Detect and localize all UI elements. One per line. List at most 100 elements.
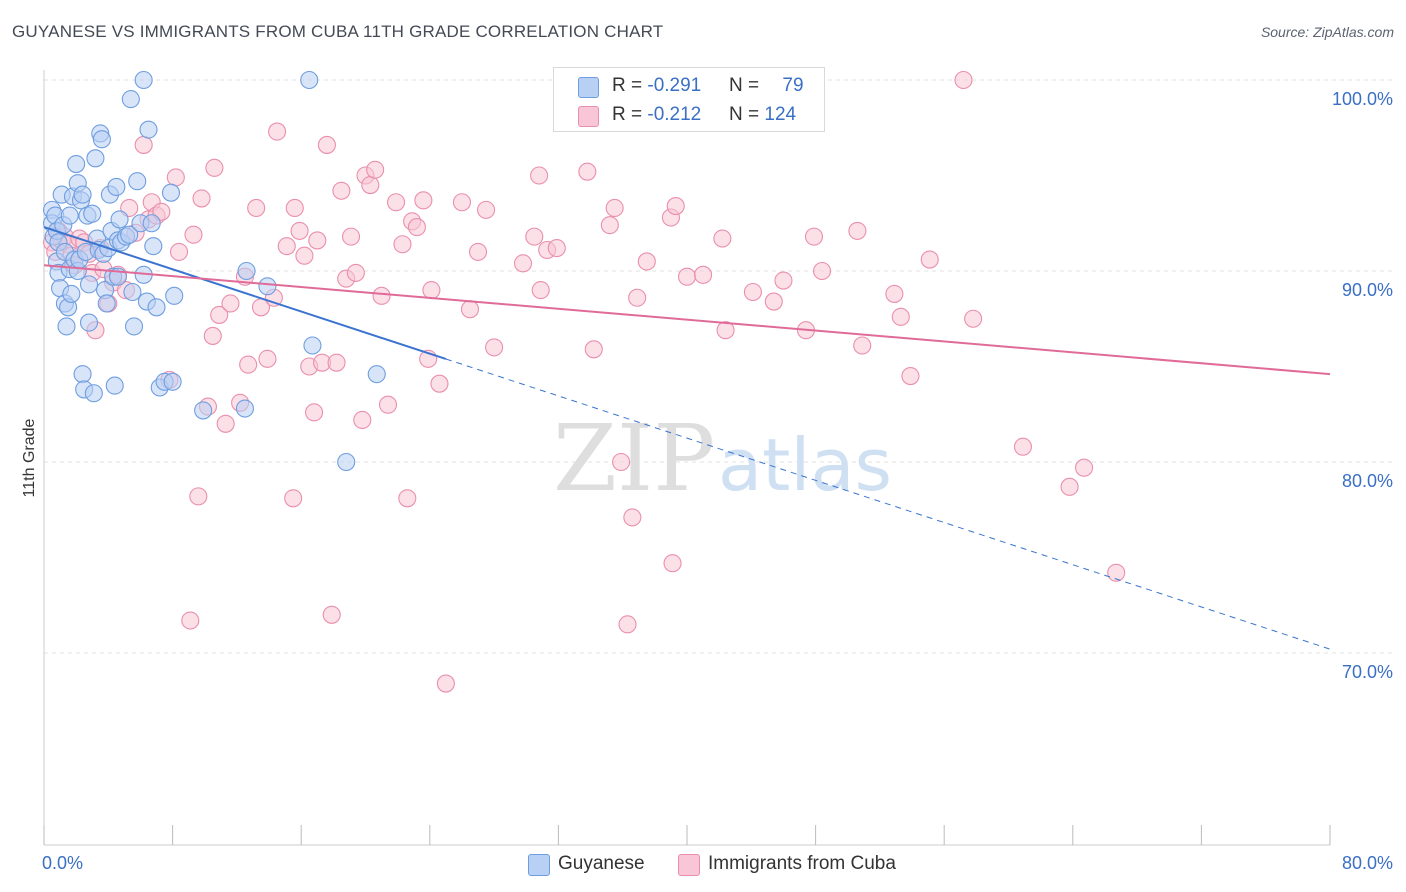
guyanese-point <box>79 313 99 332</box>
guyanese-point <box>60 206 79 225</box>
guyanese-point <box>73 365 92 384</box>
guyanese-point <box>128 172 147 191</box>
legend-r-value: -0.291 <box>647 75 702 96</box>
guyanese-point <box>92 130 111 149</box>
cuba-point <box>885 284 904 303</box>
cuba-point <box>189 487 208 506</box>
guyanese-point <box>147 298 166 317</box>
y-tick-label: 70.0% <box>1342 662 1393 682</box>
legend-row-guyanese: R = -0.291 N = 79 <box>554 72 824 102</box>
legend-n-value: 124 <box>764 104 797 125</box>
cuba-point <box>285 198 304 218</box>
cuba-point <box>436 674 455 693</box>
cuba-point <box>341 227 361 246</box>
guyanese-point <box>139 120 158 139</box>
guyanese-point <box>235 399 254 418</box>
cuba-point <box>295 246 314 265</box>
cuba-point <box>513 254 533 273</box>
guyanese-point <box>97 294 116 313</box>
cuba-point <box>853 336 872 355</box>
cuba-point <box>322 605 341 624</box>
cuba-point <box>812 261 832 281</box>
series-legend: Guyanese Immigrants from Cuba <box>0 852 1406 878</box>
series-guyanese <box>42 70 386 472</box>
cuba-point <box>284 489 303 508</box>
guyanese-point <box>123 282 142 302</box>
guyanese-point <box>124 317 144 336</box>
source-credit: Source: ZipAtlas.com <box>1260 24 1394 40</box>
cuba-point <box>848 221 867 240</box>
cuba-point <box>203 326 222 345</box>
series-immigrants-from-cuba <box>42 70 1126 693</box>
correlation-legend: R = -0.291 N = 79 R = -0.212 N = 124 <box>553 67 825 132</box>
cuba-point <box>290 221 309 240</box>
cuba-point <box>327 353 346 372</box>
guyanese-point <box>337 452 356 472</box>
cuba-point <box>804 227 824 246</box>
guyanese-point <box>79 275 99 294</box>
cuba-point <box>612 452 631 472</box>
legend-r: R = -0.291 <box>612 75 702 96</box>
guyanese-point <box>107 177 126 197</box>
cuba-point <box>954 70 973 90</box>
cuba-point <box>547 239 566 258</box>
legend-label: Guyanese <box>558 853 645 874</box>
y-axis-label: 11th Grade <box>21 418 38 497</box>
x-tick-label: 0.0% <box>42 853 83 873</box>
cuba-point <box>964 309 983 328</box>
legend-n: N = 79 <box>729 75 804 96</box>
cuba-point <box>398 489 417 508</box>
cuba-point <box>247 198 266 218</box>
cuba-point <box>372 286 391 305</box>
cuba-point <box>666 197 685 216</box>
guyanese-point <box>67 154 86 174</box>
cuba-point <box>169 242 189 261</box>
y-tick-label: 100.0% <box>1332 89 1393 109</box>
cuba-point <box>901 366 920 386</box>
cuba-point <box>485 338 504 357</box>
guyanese-point <box>237 261 256 281</box>
cuba-trend-line <box>43 264 1331 376</box>
cuba-point <box>1075 458 1094 477</box>
guyanese-point <box>142 214 161 233</box>
cuba-point <box>378 395 398 414</box>
cuba-point <box>205 158 224 177</box>
guyanese-point <box>303 336 322 355</box>
cuba-point <box>628 288 647 307</box>
cuba-point <box>578 162 597 181</box>
legend-swatch-blue <box>578 77 599 98</box>
cuba-point <box>530 166 549 185</box>
cuba-point <box>694 265 713 284</box>
legend-n-value: 79 <box>782 75 804 96</box>
cuba-point <box>181 611 200 630</box>
chart-title: GUYANESE VS IMMIGRANTS FROM CUBA 11TH GR… <box>12 22 664 41</box>
guyanese-point <box>83 204 102 223</box>
guyanese-point <box>144 237 163 256</box>
cuba-point <box>258 349 277 368</box>
cuba-point <box>468 242 488 261</box>
watermark-atlas: atlas <box>718 423 892 507</box>
cuba-point <box>239 355 258 374</box>
legend-r: R = -0.212 <box>612 104 702 125</box>
cuba-point <box>407 218 426 237</box>
guyanese-point <box>86 149 105 168</box>
legend-swatch-pink <box>578 106 599 127</box>
guyanese-point <box>194 401 213 420</box>
cuba-point <box>600 216 619 235</box>
cuba-point <box>716 321 735 340</box>
cuba-point <box>452 193 472 212</box>
cuba-point <box>663 554 682 573</box>
cuba-point <box>308 231 327 250</box>
cuba-point <box>414 191 433 210</box>
cuba-point <box>305 403 324 422</box>
guyanese-point <box>57 317 76 336</box>
cuba-point <box>1060 477 1079 496</box>
cuba-point <box>430 374 449 393</box>
legend-r-value: -0.212 <box>647 104 702 125</box>
cuba-point <box>460 300 480 319</box>
guyanese-point <box>161 183 181 202</box>
watermark-zip: ZIP <box>553 405 715 512</box>
cuba-point <box>920 250 939 269</box>
guyanese-point <box>120 225 139 244</box>
